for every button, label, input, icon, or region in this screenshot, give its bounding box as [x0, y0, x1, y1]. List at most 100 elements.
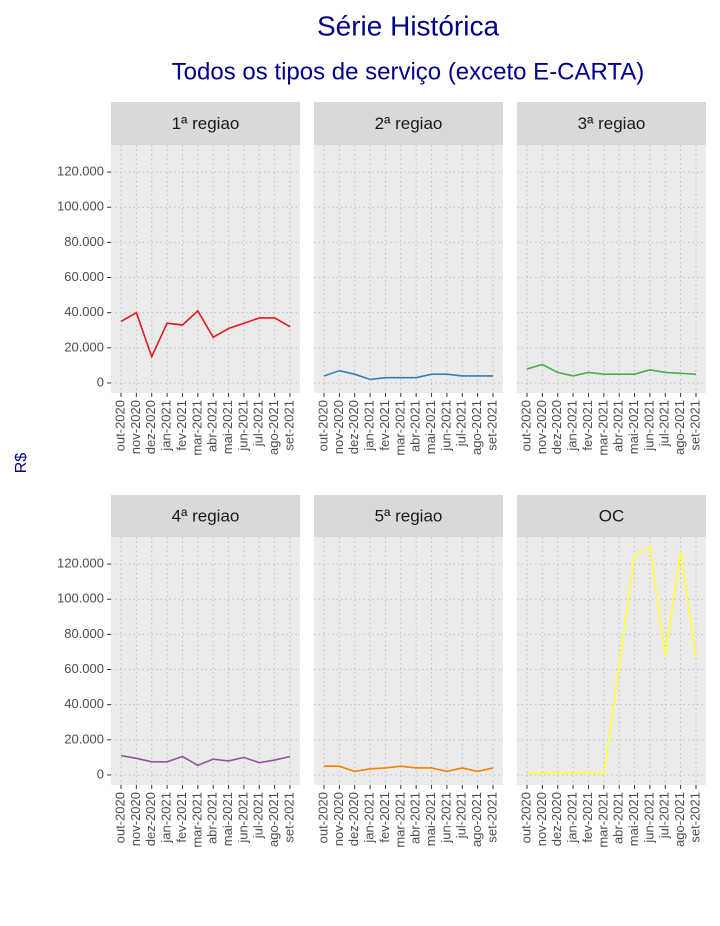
x-tick-label: set-2021 [484, 792, 499, 843]
y-tick-label: 40.000 [64, 696, 104, 711]
x-tick-label: ago-2021 [672, 792, 687, 847]
x-tick-label: jul-2021 [657, 400, 672, 447]
x-tick-label: out-2020 [518, 792, 533, 843]
y-tick-label: 0 [97, 766, 104, 781]
y-tick-label: 80.000 [64, 626, 104, 641]
strip [111, 102, 300, 145]
x-tick-label: jul-2021 [251, 400, 266, 447]
y-axis-label: R$ [13, 453, 30, 474]
x-tick-label: jun-2021 [641, 400, 656, 452]
strip [517, 495, 706, 537]
x-tick-label: jul-2021 [454, 400, 469, 447]
facet-title: 5ª regiao [375, 506, 443, 525]
x-tick-label: jan-2021 [159, 400, 174, 452]
panel [314, 537, 503, 785]
x-tick-label: out-2020 [518, 400, 533, 451]
x-tick-label: jan-2021 [565, 792, 580, 844]
x-tick-label: set-2021 [687, 792, 702, 843]
x-tick-label: fev-2021 [377, 792, 392, 843]
facet-title: OC [599, 506, 625, 525]
x-tick-label: dez-2020 [549, 792, 564, 846]
strip [111, 495, 300, 537]
x-tick-label: jan-2021 [565, 400, 580, 452]
x-tick-label: jan-2021 [362, 792, 377, 844]
x-tick-label: jul-2021 [251, 792, 266, 839]
panel [517, 537, 706, 785]
x-tick-label: abr-2021 [611, 400, 626, 452]
y-tick-label: 120.000 [57, 164, 104, 179]
series-line [120, 309, 291, 359]
series-line [526, 363, 697, 377]
x-tick-label: mar-2021 [595, 400, 610, 456]
x-tick-label: mai-2021 [626, 792, 641, 846]
x-tick-label: nov-2020 [534, 792, 549, 846]
x-tick-label: nov-2020 [128, 792, 143, 846]
x-tick-label: mai-2021 [626, 400, 641, 454]
y-tick-label: 20.000 [64, 339, 104, 354]
x-tick-label: mai-2021 [220, 792, 235, 846]
x-tick-label: ago-2021 [672, 400, 687, 455]
x-tick-label: dez-2020 [346, 400, 361, 454]
x-tick-label: set-2021 [281, 792, 296, 843]
y-tick-label: 20.000 [64, 731, 104, 746]
series-line [120, 754, 291, 767]
x-tick-label: mar-2021 [392, 400, 407, 456]
x-tick-label: jun-2021 [235, 400, 250, 452]
strip [314, 102, 503, 145]
x-tick-label: out-2020 [315, 400, 330, 451]
y-tick-label: 60.000 [64, 661, 104, 676]
x-tick-label: jun-2021 [438, 400, 453, 452]
strip [517, 102, 706, 145]
x-tick-label: nov-2020 [331, 400, 346, 454]
x-tick-label: fev-2021 [377, 400, 392, 451]
strip [314, 495, 503, 537]
x-tick-label: mai-2021 [423, 400, 438, 454]
x-tick-label: ago-2021 [266, 400, 281, 455]
y-tick-label: 100.000 [57, 199, 104, 214]
x-tick-label: abr-2021 [408, 400, 423, 452]
chart-title: Série Histórica [317, 10, 499, 41]
x-tick-label: set-2021 [687, 400, 702, 451]
x-tick-label: fev-2021 [580, 792, 595, 843]
x-tick-label: out-2020 [112, 400, 127, 451]
x-tick-label: dez-2020 [143, 400, 158, 454]
x-tick-label: jun-2021 [235, 792, 250, 844]
panel [517, 145, 706, 393]
x-tick-label: abr-2021 [205, 792, 220, 844]
x-tick-label: ago-2021 [266, 792, 281, 847]
y-tick-label: 0 [97, 374, 104, 389]
x-tick-label: dez-2020 [143, 792, 158, 846]
x-tick-label: mai-2021 [423, 792, 438, 846]
series-line [324, 765, 494, 773]
x-tick-label: ago-2021 [469, 400, 484, 455]
y-tick-label: 120.000 [57, 556, 104, 571]
x-tick-label: dez-2020 [549, 400, 564, 454]
facet-title: 2ª regiao [375, 114, 443, 133]
x-tick-label: mar-2021 [392, 792, 407, 848]
x-tick-label: jul-2021 [454, 792, 469, 839]
x-tick-label: out-2020 [315, 792, 330, 843]
x-tick-label: jan-2021 [159, 792, 174, 844]
x-tick-label: mar-2021 [189, 792, 204, 848]
panel [314, 145, 503, 393]
x-tick-label: mar-2021 [189, 400, 204, 456]
y-tick-label: 80.000 [64, 234, 104, 249]
x-tick-label: fev-2021 [174, 792, 189, 843]
x-tick-label: jul-2021 [657, 792, 672, 839]
series-line [527, 545, 697, 775]
facet-title: 4ª regiao [172, 506, 240, 525]
x-tick-label: jun-2021 [641, 792, 656, 844]
x-tick-label: out-2020 [112, 792, 127, 843]
x-tick-label: fev-2021 [174, 400, 189, 451]
chart-subtitle: Todos os tipos de serviço (exceto E-CART… [172, 58, 645, 85]
x-tick-label: set-2021 [281, 400, 296, 451]
panel [111, 145, 300, 393]
x-tick-label: ago-2021 [469, 792, 484, 847]
series-line [323, 369, 493, 381]
x-tick-label: abr-2021 [205, 400, 220, 452]
x-tick-label: jan-2021 [362, 400, 377, 452]
y-tick-label: 100.000 [57, 591, 104, 606]
panel [111, 537, 300, 785]
x-tick-label: nov-2020 [331, 792, 346, 846]
